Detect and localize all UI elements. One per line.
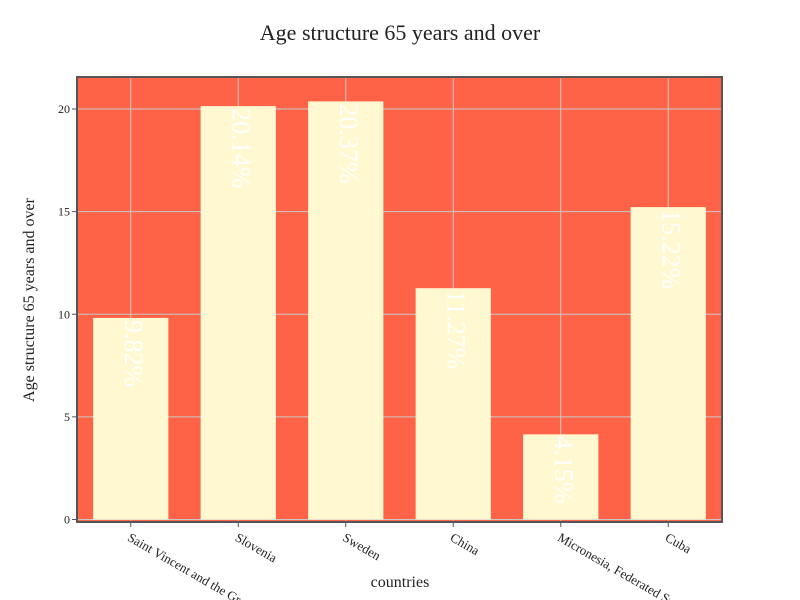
bar-data-label: 20.37% (334, 103, 363, 183)
bar (93, 317, 169, 520)
x-tick-label-group: Sweden (340, 530, 384, 564)
x-tick-label-group: Cuba (663, 530, 694, 557)
x-tick-label: China (448, 530, 483, 559)
bar-data-label: 9.82% (119, 320, 148, 387)
x-axis-label: countries (371, 574, 430, 591)
plot-area: 0 5 10 15 20 9.82% 20.14% 20.37% 11.27% 4.15% 15.2… (58, 76, 723, 600)
y-tick-label: 5 (64, 410, 70, 424)
bar-data-label: 15.22% (656, 209, 685, 289)
x-tick-label-group: China (448, 530, 483, 559)
chart-title: Age structure 65 years and over (260, 20, 541, 45)
x-tick-label: Cuba (663, 530, 694, 557)
bar-data-label: 20.14% (226, 108, 255, 188)
bar (523, 434, 599, 520)
y-tick-label: 0 (64, 513, 70, 527)
y-tick-label: 20 (58, 102, 70, 116)
x-tick-label: Slovenia (233, 530, 280, 566)
bar (200, 106, 276, 520)
y-axis-label: Age structure 65 years and over (21, 197, 38, 402)
x-tick-label: Sweden (340, 530, 384, 564)
y-tick-label: 10 (58, 307, 70, 321)
bar-data-label: 11.27% (441, 290, 470, 369)
y-tick-label: 15 (58, 205, 70, 219)
bar-data-label: 4.15% (549, 436, 578, 503)
plot-frame (76, 76, 723, 523)
plot-background (77, 77, 722, 522)
bar (415, 288, 491, 520)
x-tick-label-group: Slovenia (233, 530, 280, 566)
bar (630, 207, 706, 520)
bar (308, 101, 384, 520)
